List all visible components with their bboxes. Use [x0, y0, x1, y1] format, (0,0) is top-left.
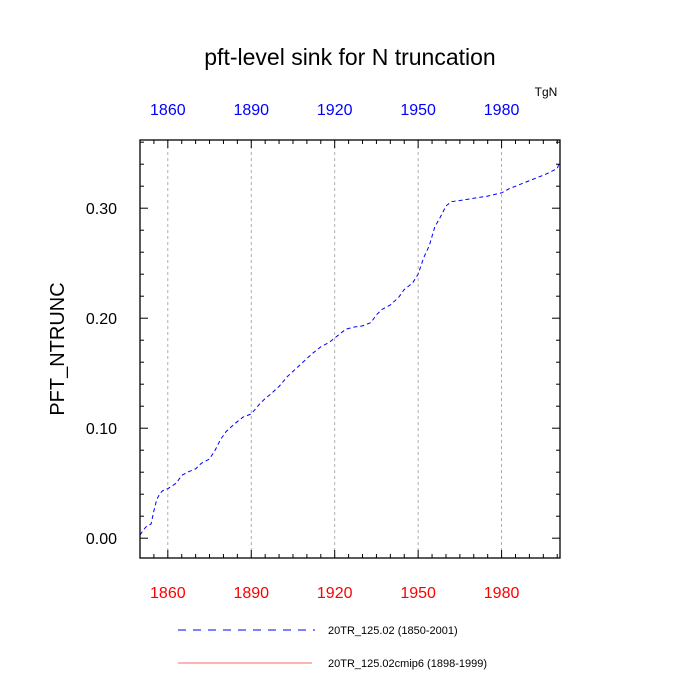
x-tick-label-bottom: 1890 — [233, 585, 269, 602]
y-tick-label: 0.30 — [86, 201, 117, 218]
plot-frame — [139, 139, 561, 559]
tick-labels: 1860 1860 1890 1890 1920 1920 1950 1950 1980 1980… — [86, 102, 520, 602]
axis-ticks — [139, 140, 560, 558]
grid-lines — [167, 140, 502, 558]
y-tick-label: 0.20 — [86, 311, 117, 328]
x-tick-label-top: 1860 — [150, 102, 186, 119]
series-layer — [139, 160, 561, 536]
x-tick-label-top: 1980 — [484, 102, 520, 119]
units-label: TgN — [535, 85, 558, 99]
y-tick-label: 0.00 — [86, 531, 117, 548]
y-axis-label: PFT_NTRUNC — [47, 282, 69, 415]
chart-title: pft-level sink for N truncation — [204, 44, 495, 70]
x-tick-label-top: 1920 — [317, 102, 353, 119]
x-tick-label-bottom: 1860 — [150, 585, 186, 602]
x-tick-label-bottom: 1920 — [317, 585, 353, 602]
y-tick-label: 0.10 — [86, 421, 117, 438]
x-tick-label-bottom: 1980 — [484, 585, 520, 602]
series-line-20TR_125.02 — [139, 160, 561, 536]
legend: 20TR_125.02 (1850-2001) 20TR_125.02cmip6 … — [178, 625, 487, 670]
legend-label-series2: 20TR_125.02cmip6 (1898-1999) — [328, 658, 487, 670]
x-tick-label-top: 1950 — [400, 102, 436, 119]
x-tick-label-bottom: 1950 — [400, 585, 436, 602]
x-tick-label-top: 1890 — [233, 102, 269, 119]
legend-label-series1: 20TR_125.02 (1850-2001) — [328, 625, 458, 637]
